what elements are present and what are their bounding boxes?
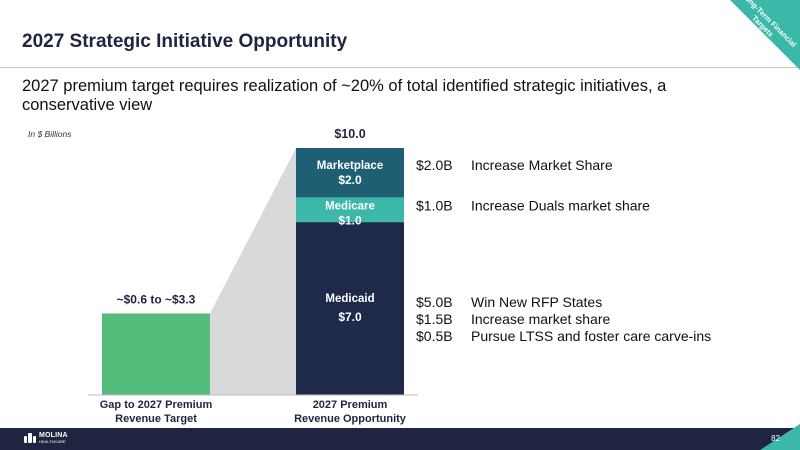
annotation-text: Increase Market Share: [471, 157, 613, 173]
logo-people-icon: [24, 433, 36, 443]
segment-name-marketplace: Marketplace: [317, 160, 383, 172]
gap-bar-label: ~$0.6 to ~$3.3: [117, 292, 196, 306]
corner-flag: Long-Term Financial Targets: [730, 0, 800, 70]
company-logo: MOLINA HEALTHCARE: [24, 432, 68, 444]
annotation-text: Increase Duals market share: [471, 197, 650, 213]
category-label: Gap to 2027 Premium: [100, 399, 213, 411]
logo-name: MOLINA: [39, 432, 68, 439]
segment-medicaid: [296, 222, 404, 395]
gap-bar: [102, 313, 210, 395]
segment-value-medicaid: $7.0: [338, 310, 362, 324]
units-note: In $ Billions: [28, 129, 72, 139]
annotation-text: Pursue LTSS and foster care carve-ins: [471, 328, 711, 344]
annotation-text: Win New RFP States: [471, 294, 602, 310]
logo-tagline: HEALTHCARE: [39, 439, 66, 444]
category-label: Revenue Target: [115, 413, 197, 425]
annotation-text: Increase market share: [471, 311, 610, 327]
segment-name-medicaid: Medicaid: [325, 293, 374, 305]
segment-value-marketplace: $2.0: [338, 173, 362, 187]
segment-marketplace: [296, 148, 404, 198]
category-label: Revenue Opportunity: [294, 413, 407, 425]
footer-bar: [0, 428, 800, 450]
title-divider: [0, 67, 800, 68]
segment-medicare: [296, 197, 404, 223]
total-label: $10.0: [334, 127, 365, 141]
annotation-amount: $5.0B: [416, 294, 453, 310]
footer-accent-tab: [760, 424, 800, 450]
annotation-amount: $1.5B: [416, 311, 453, 327]
segment-name-medicare: Medicare: [325, 200, 375, 212]
slide-title: 2027 Strategic Initiative Opportunity: [22, 31, 348, 52]
annotation-amount: $0.5B: [416, 328, 453, 344]
category-label: 2027 Premium: [313, 399, 388, 411]
chart: ~$0.6 to ~$3.3 Medicaid $7.0 Medicare$1.0 Ma…: [88, 127, 711, 425]
corner-flag-triangle: [730, 0, 800, 70]
slide-subtitle: 2027 premium target requires realization…: [22, 77, 667, 114]
page-number: 82: [771, 434, 780, 443]
annotation-amount: $1.0B: [416, 197, 453, 213]
connector-shape: [210, 148, 296, 395]
segment-value-medicare: $1.0: [338, 213, 362, 227]
annotation-amount: $2.0B: [416, 157, 453, 173]
